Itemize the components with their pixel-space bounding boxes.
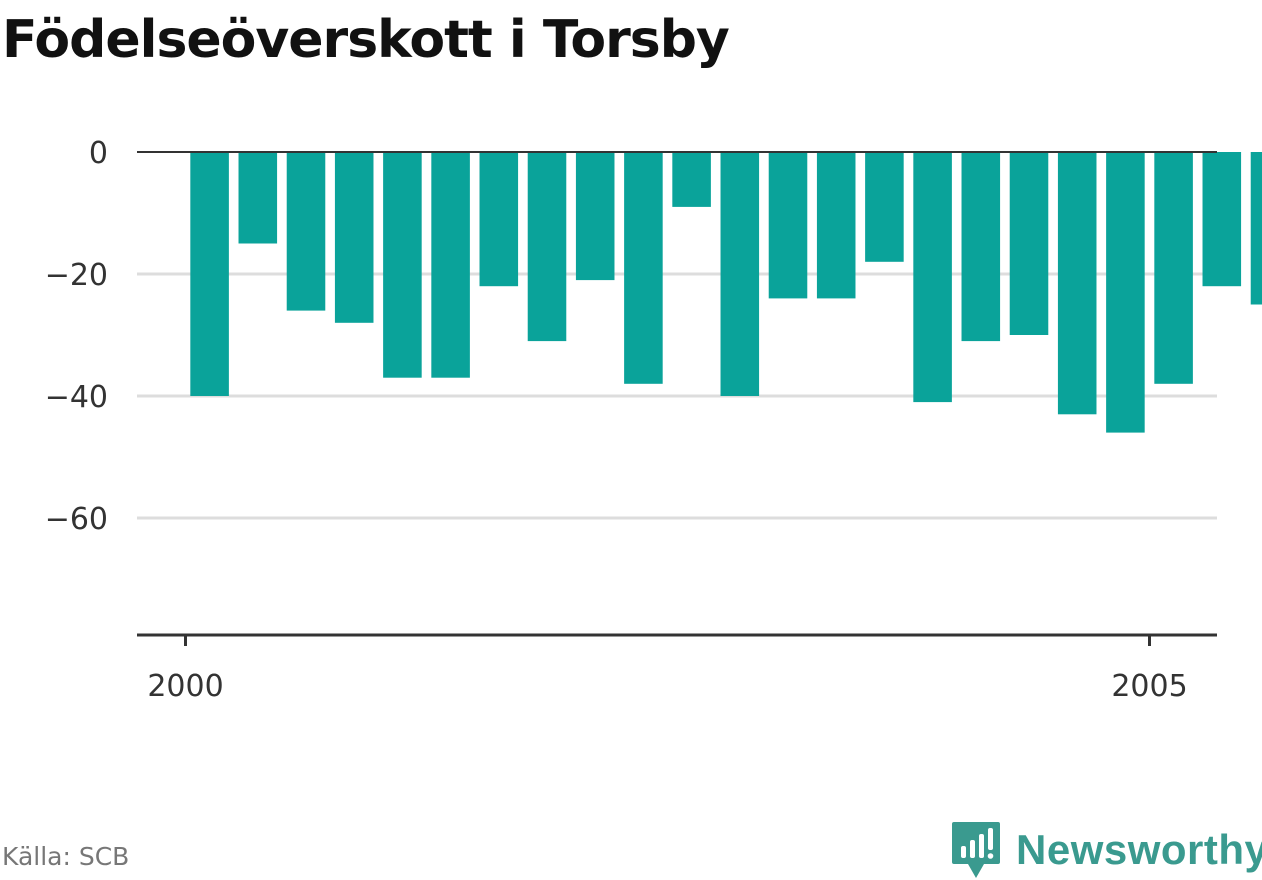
- newsworthy-logo: Newsworthy: [950, 820, 1262, 880]
- bar: [1057, 152, 1097, 415]
- bar: [1106, 152, 1145, 433]
- x-tick-label: 2005: [1111, 669, 1187, 704]
- bar: [672, 152, 711, 207]
- bar: [286, 152, 326, 311]
- bar: [720, 152, 760, 396]
- x-tick-label: 2000: [147, 669, 223, 704]
- bar: [575, 152, 615, 281]
- y-tick-label: −20: [45, 258, 108, 293]
- bar: [1202, 152, 1242, 287]
- bar: [190, 152, 229, 396]
- bar: [1250, 152, 1262, 305]
- y-tick-label: −60: [45, 502, 108, 537]
- bar: [431, 152, 470, 378]
- x-tick-labels: 200020052010201520202025: [147, 669, 1187, 704]
- bar: [624, 152, 663, 384]
- source-note: Källa: SCB: [2, 842, 130, 871]
- y-tick-label: 0: [89, 136, 108, 171]
- bar: [1009, 152, 1049, 335]
- bar: [238, 152, 278, 244]
- bar: [334, 152, 374, 323]
- bar: [1154, 152, 1193, 384]
- bar: [383, 152, 422, 378]
- bar: [527, 152, 567, 342]
- y-tick-labels: 0 −20 −40 −60: [45, 136, 108, 537]
- brand-name: Newsworthy: [1016, 826, 1262, 873]
- y-tick-label: −40: [45, 380, 108, 415]
- bars: [190, 152, 1262, 433]
- bar: [961, 152, 1001, 342]
- bar: [865, 152, 904, 262]
- newsworthy-logo-icon: [952, 822, 1000, 878]
- axes: [137, 151, 1217, 646]
- bar: [816, 152, 856, 299]
- bar: [768, 152, 808, 299]
- bar: [913, 152, 952, 403]
- bar: [479, 152, 519, 287]
- chart-title: Födelseöverskott i Torsby: [2, 10, 730, 70]
